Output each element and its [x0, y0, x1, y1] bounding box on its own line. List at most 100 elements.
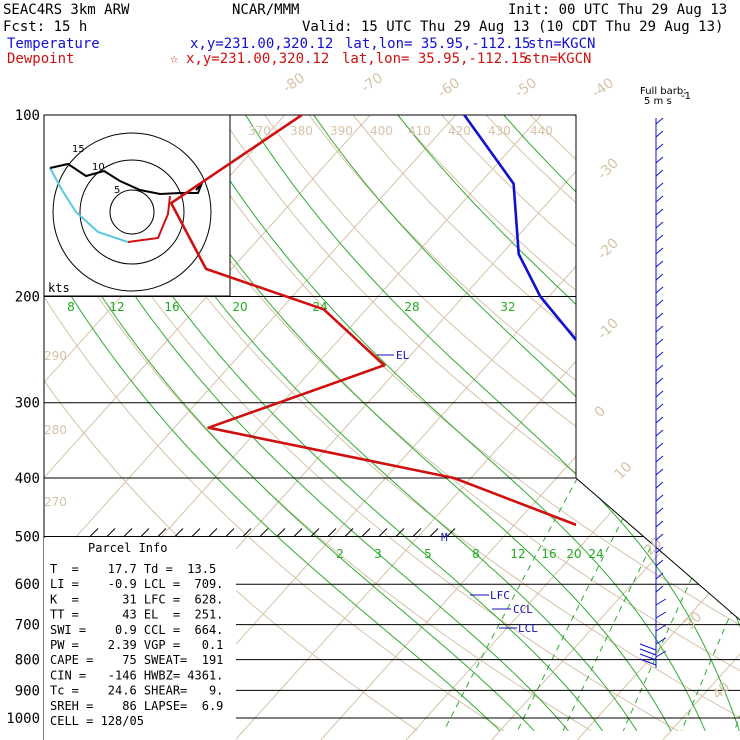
theta-label: 370 [248, 124, 271, 138]
isotherm-label: -30 [595, 155, 622, 182]
isotherm-label: 20 [642, 535, 666, 559]
hodograph-trace-low-red [127, 195, 171, 243]
hodograph-ring-10 [79, 159, 185, 265]
lcl-label: LCL [518, 622, 538, 635]
hatch-mark [174, 528, 184, 537]
wind-barb [655, 247, 664, 255]
mixing-ratio-label-lower: 12 [510, 547, 525, 561]
isotherm-label: -40 [589, 75, 617, 101]
mixing-ratio-label-upper: 8 [67, 300, 75, 314]
wind-barb [655, 260, 664, 268]
wind-barb [655, 585, 664, 593]
wind-barb [655, 533, 664, 541]
sounding-profiles [169, 115, 576, 527]
mixing-ratio-label-lower: 2 [336, 547, 344, 561]
theta-label: 410 [408, 124, 431, 138]
hodograph-trace-black [49, 162, 203, 196]
mixing-ratio-label-upper: 16 [164, 300, 179, 314]
theta-label: 380 [290, 124, 313, 138]
hatch-mark [106, 528, 116, 537]
moist-adiabat [636, 115, 740, 731]
moist-adiabat [44, 115, 501, 732]
isotherm-label: 40 [710, 679, 734, 703]
parcel-row: SREH = 86 LAPSE= 6.9 [50, 699, 223, 713]
theta-label: 420 [448, 124, 471, 138]
parcel-info-panel: Parcel Info T = 17.7 Td = 13.5LI = -0.9 … [44, 538, 236, 740]
hatch-mark [123, 528, 133, 537]
hatch-mark [310, 528, 320, 537]
wind-barb [655, 325, 664, 333]
hatch-mark [242, 528, 252, 537]
m-label: M [441, 531, 448, 544]
wind-barb-low [639, 643, 657, 651]
wind-barb [655, 234, 664, 242]
dry-adiabat [529, 115, 740, 732]
pressure-label-800: 800 [15, 653, 40, 669]
hatch-mark [89, 528, 99, 537]
pressure-label-900: 900 [15, 683, 40, 699]
isotherm-label: -50 [512, 75, 540, 101]
wind-barb [655, 481, 664, 489]
moist-adiabat [66, 115, 603, 732]
isotherm-label: 0 [592, 403, 610, 421]
mixing-ratio-label-lower: 24 [588, 547, 603, 561]
wind-barb [655, 455, 664, 463]
forecast-hour: Fcst: 15 h [3, 19, 87, 35]
moist-adiabat [101, 115, 638, 732]
dry-adiabat [441, 115, 740, 732]
theta-label: 280 [44, 423, 67, 437]
barb-legend-exponent: -1 [681, 91, 691, 102]
hodograph-ring-15 [52, 132, 212, 292]
isotherm-line [491, 115, 740, 740]
hodograph-units: kts [48, 281, 70, 295]
moist-adiabat [44, 115, 535, 732]
el-label: EL [396, 349, 410, 362]
dry-adiabat [264, 115, 740, 732]
mixing-ratio-line [443, 477, 578, 732]
mixing-ratio-label-lower: 8 [472, 547, 480, 561]
wind-barb [655, 117, 664, 125]
hatch-mark [208, 528, 218, 537]
wind-barb [655, 221, 664, 229]
hodograph: 5 10 15 kts [43, 114, 231, 297]
wind-barb [655, 312, 664, 320]
pressure-label-300: 300 [15, 396, 40, 412]
wind-barb [655, 429, 664, 437]
wind-barb [655, 416, 664, 424]
wind-barb [655, 299, 664, 307]
wind-barb [655, 442, 664, 450]
wind-barb [655, 598, 667, 606]
wind-barb [655, 546, 664, 554]
dewpoint-xy: x,y=231.00,320.12 [186, 51, 329, 67]
isotherm-label: -80 [280, 70, 308, 96]
dewpoint-marker: ☆ [170, 51, 179, 67]
lfc-label: LFC [490, 589, 510, 602]
hatch-mark [157, 528, 167, 537]
moist-adiabat [503, 115, 740, 731]
ccl-label: CCL [513, 603, 533, 616]
wind-barb [655, 169, 664, 177]
parcel-info-bg [44, 538, 236, 740]
init-time: Init: 00 UTC Thu 29 Aug 13 [508, 2, 727, 18]
isotherm-line [44, 115, 457, 740]
barb-legend-title: Full barb: [640, 86, 687, 97]
parcel-row: TT = 43 EL = 251. [50, 608, 223, 622]
isotherm-line [662, 115, 740, 740]
wind-barb [655, 494, 664, 502]
hatch-mark [378, 528, 388, 537]
dry-adiabat [574, 115, 740, 732]
mixing-ratio-line [562, 477, 686, 732]
isotherm-label: -60 [435, 75, 463, 101]
dry-adiabat [131, 115, 740, 732]
parcel-row: Tc = 24.6 SHEAR= 9. [50, 684, 223, 698]
dry-adiabat [175, 115, 740, 732]
dry-adiabat [706, 115, 740, 732]
hatch-mark [344, 528, 354, 537]
wind-barb [655, 468, 664, 476]
hatch-mark [293, 528, 303, 537]
parcel-info-title: Parcel Info [88, 541, 167, 555]
hatch-mark [429, 528, 439, 537]
temperature-latlon: lat,lon= 35.95,-112.15 [345, 36, 530, 52]
wind-barb [655, 650, 667, 658]
